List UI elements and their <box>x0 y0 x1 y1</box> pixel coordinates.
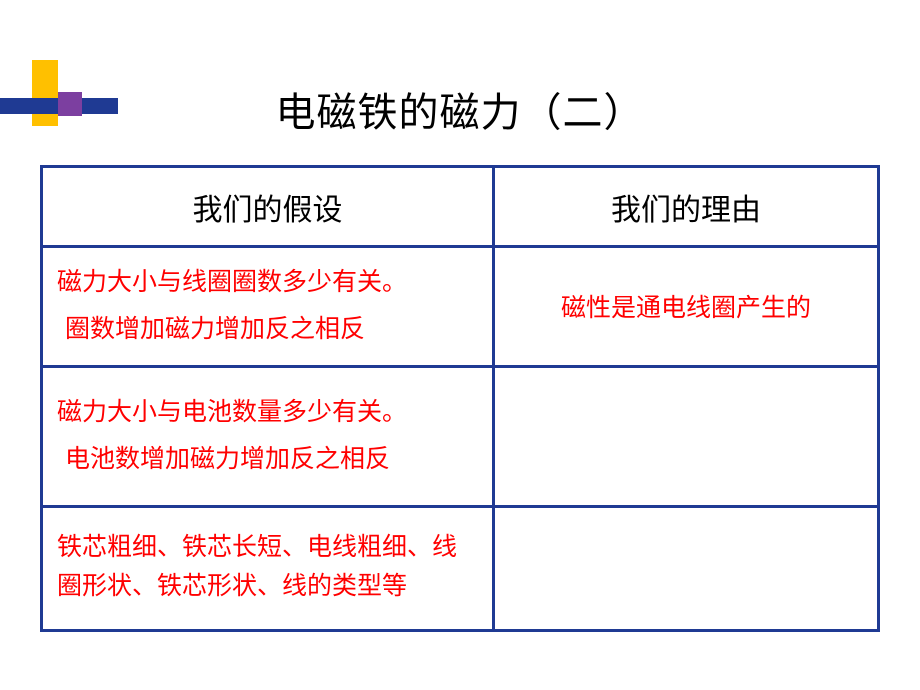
hypothesis-cell: 铁芯粗细、铁芯长短、电线粗细、线圈形状、铁芯形状、线的类型等 <box>42 506 494 630</box>
table-row: 铁芯粗细、铁芯长短、电线粗细、线圈形状、铁芯形状、线的类型等 <box>42 506 879 630</box>
reason-cell <box>493 506 878 630</box>
table-header-row: 我们的假设 我们的理由 <box>42 167 879 247</box>
table-row: 磁力大小与电池数量多少有关。 电池数增加磁力增加反之相反 <box>42 366 879 506</box>
hypothesis-sub: 圈数增加磁力增加反之相反 <box>57 309 476 350</box>
hypothesis-cell: 磁力大小与电池数量多少有关。 电池数增加磁力增加反之相反 <box>42 366 494 506</box>
reason-cell <box>493 366 878 506</box>
header-hypothesis: 我们的假设 <box>42 167 494 247</box>
header-reason: 我们的理由 <box>493 167 878 247</box>
table-row: 磁力大小与线圈圈数多少有关。 圈数增加磁力增加反之相反 磁性是通电线圈产生的 <box>42 247 879 367</box>
page-title: 电磁铁的磁力（二） <box>0 80 920 138</box>
hypothesis-sub: 电池数增加磁力增加反之相反 <box>57 439 476 480</box>
hypothesis-text: 磁力大小与电池数量多少有关。 <box>57 399 407 426</box>
hypothesis-text: 磁力大小与线圈圈数多少有关。 <box>57 269 407 296</box>
hypothesis-text: 铁芯粗细、铁芯长短、电线粗细、线圈形状、铁芯形状、线的类型等 <box>57 534 457 600</box>
reason-text: 磁性是通电线圈产生的 <box>495 288 877 324</box>
hypothesis-cell: 磁力大小与线圈圈数多少有关。 圈数增加磁力增加反之相反 <box>42 247 494 367</box>
reason-cell: 磁性是通电线圈产生的 <box>493 247 878 367</box>
hypothesis-table: 我们的假设 我们的理由 磁力大小与线圈圈数多少有关。 圈数增加磁力增加反之相反 … <box>40 165 880 632</box>
